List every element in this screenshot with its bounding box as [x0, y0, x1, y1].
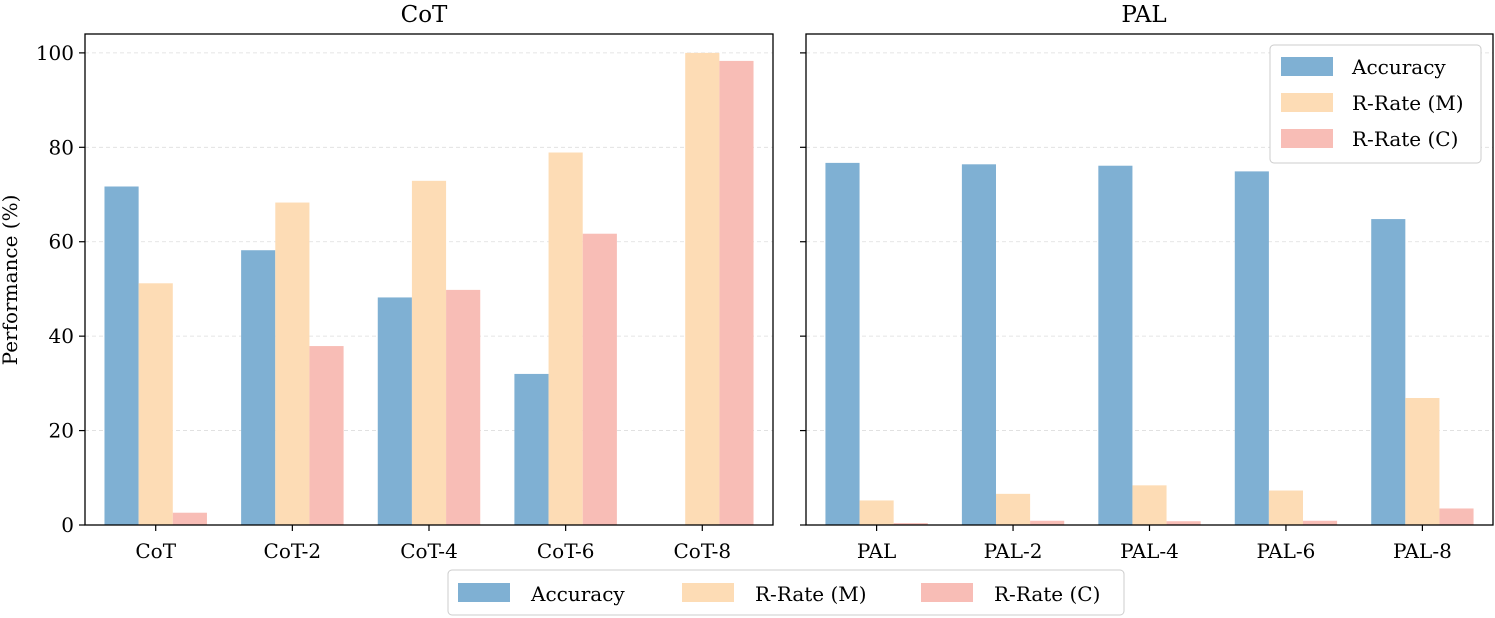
x-tick-label: CoT-6 — [537, 539, 595, 563]
legend-swatch — [1281, 129, 1333, 148]
legend-swatch — [921, 583, 973, 602]
y-axis-label: Performance (%) — [0, 195, 22, 366]
bar-r-rate-m-cot-8 — [685, 52, 720, 526]
panel-title-cot: CoT — [401, 2, 448, 28]
bar-r-rate-c-cot-8 — [719, 60, 754, 525]
bar-accuracy-cot-4 — [377, 297, 412, 525]
chart-panel-pal: PAL PAL PAL-2 PAL-4 PAL-6 PAL-8 Accuracy R-Ra… — [800, 2, 1494, 563]
legend-label: Accuracy — [1351, 55, 1446, 79]
bar-accuracy-pal-6 — [1234, 171, 1269, 526]
bar-r-rate-m-cot-2 — [275, 202, 310, 525]
panel-title-pal: PAL — [1121, 2, 1166, 28]
x-tick-label: PAL-6 — [1257, 539, 1316, 563]
y-tick-label: 60 — [49, 230, 74, 254]
y-tick-label: 20 — [49, 419, 74, 443]
bar-r-rate-m-cot — [138, 283, 173, 525]
y-ticks — [800, 52, 806, 526]
bar-r-rate-c-cot-6 — [582, 233, 617, 525]
bar-r-rate-c-pal-4 — [1166, 521, 1201, 525]
bar-r-rate-c-pal-6 — [1303, 520, 1338, 525]
legend-inner: Accuracy R-Rate (M) R-Rate (C) — [1269, 44, 1482, 164]
bar-r-rate-m-cot-6 — [548, 152, 583, 525]
bar-r-rate-m-pal-6 — [1268, 490, 1304, 525]
y-tick-label: 80 — [49, 135, 74, 159]
bars — [825, 162, 1474, 526]
legend-box — [447, 569, 1125, 616]
x-tick-label: CoT — [135, 539, 176, 563]
x-tick-label: PAL — [857, 539, 896, 563]
y-tick-label: 40 — [49, 324, 74, 348]
legend-swatch — [1281, 57, 1333, 76]
x-tick-label: PAL-4 — [1120, 539, 1179, 563]
bar-r-rate-m-pal-2 — [995, 493, 1031, 525]
bar-r-rate-c-cot-4 — [446, 289, 481, 525]
bar-accuracy-pal-8 — [1371, 219, 1406, 526]
x-ticks: PAL PAL-2 PAL-4 PAL-6 PAL-8 — [857, 525, 1452, 563]
bar-r-rate-m-cot-4 — [411, 180, 447, 525]
bar-r-rate-m-pal — [859, 500, 894, 525]
bar-accuracy-pal-2 — [961, 164, 996, 526]
gridlines — [806, 52, 1493, 431]
legend-label: R-Rate (M) — [1352, 91, 1464, 115]
bar-r-rate-c-pal-8 — [1439, 508, 1474, 525]
legend-swatch — [458, 583, 510, 602]
legend-label: R-Rate (C) — [994, 582, 1100, 606]
legend-label: R-Rate (C) — [1352, 127, 1458, 151]
bar-accuracy-cot-2 — [241, 250, 276, 525]
legend-bottom: Accuracy R-Rate (M) R-Rate (C) — [447, 569, 1125, 616]
legend-swatch — [682, 583, 734, 602]
x-tick-label: CoT-4 — [400, 539, 458, 563]
y-ticks: 0 20 40 60 80 100 — [36, 41, 85, 537]
bar-r-rate-c-pal-2 — [1030, 520, 1065, 525]
axes-frame — [84, 33, 774, 526]
bar-r-rate-c-cot-2 — [309, 346, 344, 525]
legend-swatch — [1281, 93, 1333, 112]
x-tick-label: PAL-8 — [1393, 539, 1452, 563]
bars — [104, 52, 754, 526]
legend-label: R-Rate (M) — [755, 582, 867, 606]
x-tick-label: CoT-2 — [264, 539, 322, 563]
y-tick-label: 100 — [36, 41, 74, 65]
x-tick-label: CoT-8 — [673, 539, 731, 563]
legend-label: Accuracy — [530, 582, 625, 606]
bar-accuracy-pal — [825, 162, 860, 525]
bar-r-rate-m-pal-4 — [1132, 485, 1167, 525]
chart-panel-cot: CoT Performance (%) 0 20 40 60 80 100 CoT CoT-… — [0, 2, 774, 563]
axes-frame — [805, 33, 1494, 526]
x-tick-label: PAL-2 — [984, 539, 1043, 563]
bar-accuracy-cot-6 — [514, 373, 549, 525]
bar-r-rate-m-pal-8 — [1405, 398, 1440, 525]
bar-r-rate-c-cot — [172, 512, 207, 525]
y-tick-label: 0 — [61, 513, 74, 537]
x-ticks: CoT CoT-2 CoT-4 CoT-6 CoT-8 — [135, 525, 731, 563]
bar-accuracy-pal-4 — [1098, 165, 1133, 525]
bar-accuracy-cot — [104, 186, 139, 525]
bar-r-rate-c-pal — [893, 523, 928, 525]
